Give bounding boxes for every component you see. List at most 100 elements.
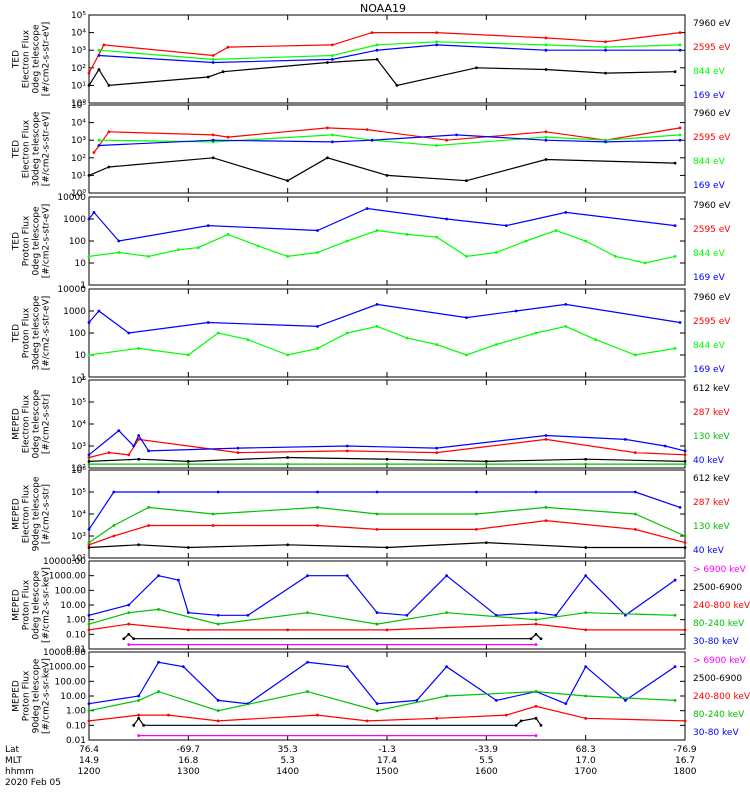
data-point [306,574,309,578]
footer-date: 2020 Feb 05 [5,778,61,788]
data-point [112,524,116,527]
legend-entry: 7960 eV [693,109,731,119]
data-point [345,331,349,335]
legend-entry: 2500-6900 [693,583,742,593]
data-point [286,179,290,183]
data-point [306,660,309,664]
legend-entry: 844 eV [693,249,726,259]
legend-entry: 7960 eV [693,293,731,303]
data-point [87,353,91,357]
footer-value: 17.4 [377,756,397,766]
data-point [683,462,687,466]
legend-entry: 2595 eV [693,133,731,143]
footer-row-label: MLT [5,756,23,766]
data-point [137,734,141,737]
data-point [475,66,478,70]
data-point [594,338,597,342]
y-tick-label: 10³ [71,532,86,542]
footer-value: 76.4 [79,745,99,755]
data-point [584,665,588,669]
data-point [365,207,369,210]
data-point [345,665,349,669]
legend-entry: 2500-6900 [693,674,742,684]
y-axis-label-line: 0deg telescope [32,389,42,459]
y-tick-label: 10.00 [60,601,86,611]
data-point [514,309,518,313]
data-point [544,68,548,71]
data-point [92,151,96,154]
y-tick-label: 1000 [63,307,86,317]
data-point [375,43,379,47]
y-tick-label: 10⁶ [71,466,86,476]
data-point [306,611,309,615]
data-point [475,490,478,494]
legend-entry: 30-80 keV [693,728,739,738]
y-axis-label-line: [#/cm2-s-str-eV] [42,112,52,187]
data-point [504,713,508,717]
chart-title: NOAA19 [360,2,406,15]
y-axis-label-line: [#/cm2-s-str] [42,484,52,544]
data-point [206,75,210,79]
data-point [211,133,215,137]
footer-value: 5.3 [281,756,295,766]
y-tick-label: 10² [71,154,86,164]
data-point [544,519,548,523]
data-point [624,699,627,702]
data-point [385,174,389,177]
legend-entry: 40 keV [693,546,725,556]
data-point [186,462,190,466]
y-tick-label: 0.01 [66,645,86,655]
data-point [87,217,91,221]
legend-entry: 287 keV [693,408,730,418]
data-point [87,459,91,463]
data-point [633,527,637,531]
y-tick-label: 10 [75,351,87,361]
data-point [534,632,538,636]
data-point [465,179,468,183]
y-axis-label-line: [#/cm2-s-sr-keV] [42,567,52,643]
series-line [98,44,680,64]
data-point [206,224,210,228]
data-point [181,665,185,669]
footer-value: 1300 [177,767,200,777]
legend-entry: 30-80 keV [693,637,739,647]
data-point [539,637,543,641]
data-point [683,541,687,545]
footer-value: -1.3 [378,745,396,755]
legend-entry: 844 eV [693,67,726,77]
data-point [544,36,548,40]
data-point [286,456,290,459]
data-point [365,128,369,132]
data-point [445,217,448,221]
data-point [673,578,677,582]
data-point [127,331,131,335]
data-point [345,444,349,448]
legend-entry: 169 eV [693,181,726,191]
data-point [604,71,607,75]
y-axis-label-line: 0deg telescope [32,206,42,276]
data-point [445,694,448,698]
data-point [132,444,136,448]
panel-8: 0.01 0.10 1.00 10.00 100.00 1000.00 10000.00 ME… [12,648,750,746]
data-point [395,84,399,87]
data-point [122,637,126,641]
series-line [123,633,542,640]
data-point [544,43,548,47]
data-point [494,251,498,254]
data-point [564,702,568,706]
y-tick-label: 10³ [71,46,86,56]
data-point [534,734,538,737]
data-point [167,713,170,717]
y-tick-label: 10⁵ [71,101,86,111]
data-point [157,608,160,611]
series-line [88,207,676,242]
footer-value: 1500 [376,767,399,777]
data-point [211,54,215,57]
footer-value: 5.5 [479,756,493,766]
data-point [435,716,439,720]
data-point [345,239,349,243]
y-tick-label: 100 [69,329,86,339]
data-point [584,457,588,461]
data-point [286,462,290,466]
